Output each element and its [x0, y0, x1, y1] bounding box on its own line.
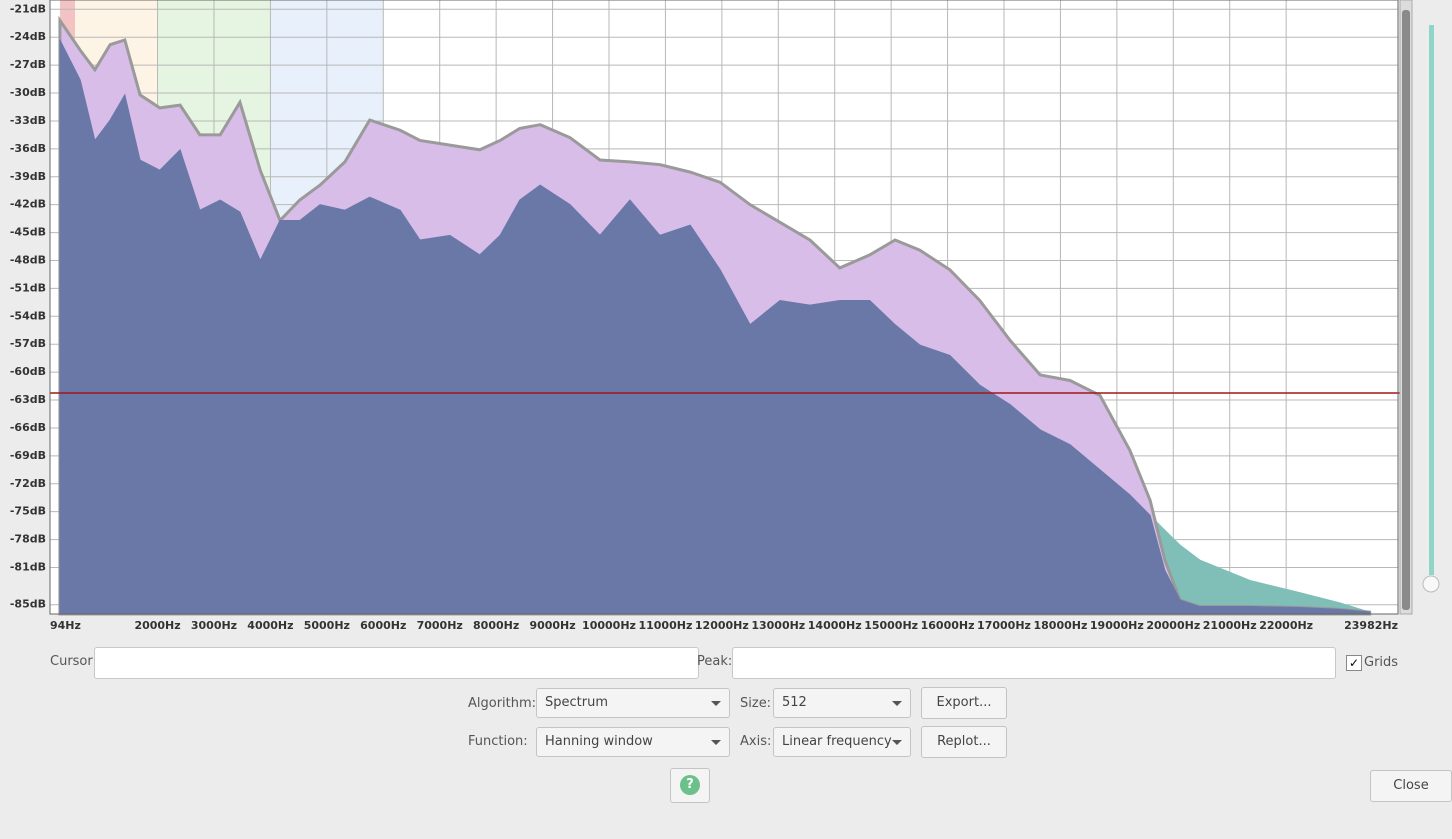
axis-select[interactable]: Linear frequency [773, 727, 911, 757]
y-tick-label: -75dB [10, 505, 46, 518]
help-icon: ? [680, 775, 700, 795]
spectrum-plot: -21dB -24dB -27dB -30dB -33dB -36dB -39dB -42dB… [10, 0, 1440, 632]
x-tick-label: 16000Hz [921, 619, 975, 632]
zoom-slider[interactable] [1429, 25, 1434, 575]
y-tick-label: -81dB [10, 560, 46, 573]
y-tick-label: -69dB [10, 449, 46, 462]
x-tick-label: 18000Hz [1033, 619, 1087, 632]
y-tick-label: -54dB [10, 309, 46, 322]
size-label: Size: [740, 696, 772, 711]
grids-label: Grids [1364, 655, 1399, 670]
x-tick-label: 4000Hz [247, 619, 293, 632]
x-tick-label: 7000Hz [417, 619, 463, 632]
peak-label: Peak: [697, 654, 733, 669]
x-tick-label: 3000Hz [191, 619, 237, 632]
x-tick-label: 10000Hz [582, 619, 636, 632]
help-button[interactable]: ? [670, 768, 710, 803]
x-tick-label: 23982Hz [1344, 619, 1398, 632]
spectrum-area [59, 39, 1371, 615]
plot-border [49, 0, 1399, 615]
grids-checkbox[interactable]: ✓ [1346, 655, 1362, 671]
x-tick-label: 17000Hz [977, 619, 1031, 632]
y-tick-label: -78dB [10, 533, 46, 546]
cursor-label: Cursor: [50, 654, 97, 669]
y-tick-label: -57dB [10, 337, 46, 350]
x-tick-label: 2000Hz [134, 619, 180, 632]
y-tick-label: -42dB [10, 198, 46, 211]
x-tick-label: 11000Hz [638, 619, 692, 632]
x-tick-label: 13000Hz [751, 619, 805, 632]
scrollbar-thumb[interactable] [1402, 10, 1410, 610]
y-tick-label: -45dB [10, 226, 46, 239]
function-select[interactable]: Hanning window [536, 727, 730, 757]
x-tick-label: 94Hz [50, 619, 81, 632]
x-tick-label: 19000Hz [1090, 619, 1144, 632]
y-tick-label: -24dB [10, 30, 46, 43]
x-tick-label: 14000Hz [808, 619, 862, 632]
y-tick-label: -33dB [10, 114, 46, 127]
y-tick-label: -60dB [10, 365, 46, 378]
algorithm-label: Algorithm: [468, 696, 537, 711]
axis-label: Axis: [740, 734, 772, 749]
y-tick-label: -27dB [10, 58, 46, 71]
y-tick-label: -48dB [10, 253, 46, 266]
y-tick-label: -36dB [10, 142, 46, 155]
cursor-field[interactable] [94, 647, 699, 679]
x-tick-label: 12000Hz [695, 619, 749, 632]
peak-field[interactable] [732, 647, 1336, 679]
replot-button[interactable]: Replot... [921, 726, 1007, 758]
close-button[interactable]: Close [1370, 770, 1452, 802]
algorithm-select[interactable]: Spectrum [536, 688, 730, 718]
zoom-handle[interactable] [1422, 575, 1440, 593]
y-tick-label: -21dB [10, 2, 46, 15]
y-tick-label: -51dB [10, 281, 46, 294]
y-tick-label: -63dB [10, 393, 46, 406]
x-tick-label: 9000Hz [529, 619, 575, 632]
y-tick-label: -66dB [10, 421, 46, 434]
export-button[interactable]: Export... [921, 687, 1007, 719]
y-tick-label: -39dB [10, 170, 46, 183]
size-select[interactable]: 512 [773, 688, 911, 718]
x-tick-label: 6000Hz [360, 619, 406, 632]
x-tick-label: 8000Hz [473, 619, 519, 632]
x-tick-label: 5000Hz [304, 619, 350, 632]
y-tick-label: -30dB [10, 86, 46, 99]
x-tick-label: 15000Hz [864, 619, 918, 632]
function-label: Function: [468, 734, 528, 749]
x-tick-label: 22000Hz [1259, 619, 1313, 632]
x-tick-label: 21000Hz [1203, 619, 1257, 632]
y-tick-label: -85dB [10, 598, 46, 611]
y-tick-label: -72dB [10, 477, 46, 490]
x-tick-label: 20000Hz [1146, 619, 1200, 632]
